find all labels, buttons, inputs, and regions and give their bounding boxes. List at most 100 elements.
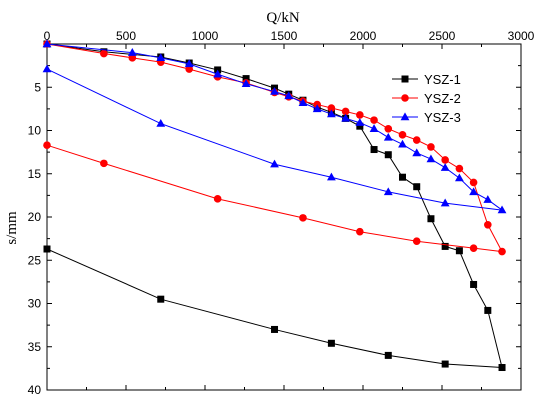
series-ysz-1-point bbox=[413, 183, 421, 191]
series-ysz-1-point bbox=[384, 151, 392, 159]
x-tick-label: 2000 bbox=[350, 29, 377, 43]
y-tick-label: 15 bbox=[28, 167, 42, 181]
series-ysz-3-point bbox=[298, 98, 308, 107]
series-ysz-3-point bbox=[341, 113, 351, 122]
series-ysz-3-point bbox=[398, 139, 407, 148]
series-ysz-2-point bbox=[100, 159, 108, 168]
series-ysz-1-point bbox=[43, 245, 51, 253]
series-ysz-2-point bbox=[469, 244, 478, 252]
series-ysz-2-point bbox=[341, 107, 350, 116]
series-ysz-3-point bbox=[270, 86, 279, 95]
series-ysz-2-point bbox=[498, 247, 506, 256]
series-ysz-1-point bbox=[470, 280, 478, 288]
series-ysz-3-point bbox=[483, 195, 493, 203]
x-axis-title: Q/kN bbox=[266, 10, 300, 26]
legend-item-ysz-3: YSZ-3 bbox=[392, 110, 461, 125]
series-ysz-3-point bbox=[412, 148, 422, 157]
series-ysz-2-point bbox=[484, 220, 492, 229]
y-tick-label: 5 bbox=[34, 80, 41, 94]
series-ysz-3-point bbox=[440, 198, 450, 207]
series-ysz-2-point bbox=[455, 164, 464, 173]
legend-label-ysz-2: YSZ-2 bbox=[424, 91, 461, 106]
series-ysz-2-point bbox=[213, 195, 222, 203]
series-ysz-2-point bbox=[398, 131, 407, 139]
series-ysz-2-point bbox=[441, 156, 449, 164]
series-ysz-3-point bbox=[355, 118, 365, 126]
series-ysz-2-point bbox=[384, 124, 393, 133]
y-axis-title: s/mm bbox=[4, 211, 20, 245]
series-ysz-2-point bbox=[412, 136, 421, 144]
x-tick-label: 1000 bbox=[192, 29, 219, 43]
series-ysz-3-point bbox=[312, 104, 322, 113]
series-ysz-3-point bbox=[156, 53, 166, 62]
series-ysz-3-point bbox=[42, 64, 52, 73]
legend-marker-ysz-3 bbox=[400, 112, 410, 121]
series-ysz-2-point bbox=[43, 141, 51, 150]
series-layer bbox=[42, 39, 507, 372]
x-axis-ticks: 0 500 1000 1500 2000 2500 3000 bbox=[44, 29, 535, 390]
legend-label-ysz-1: YSZ-1 bbox=[424, 72, 461, 87]
series-ysz-3-point bbox=[369, 124, 379, 132]
series-ysz-1-point bbox=[484, 306, 492, 314]
series-ysz-3-point bbox=[184, 59, 194, 68]
x-tick-label: 2500 bbox=[429, 29, 456, 43]
series-ysz-2-point bbox=[327, 104, 336, 112]
series-ysz-2-point bbox=[185, 65, 193, 73]
series-ysz-3-point bbox=[42, 39, 52, 48]
series-ysz-3-point bbox=[284, 91, 294, 100]
series-ysz-2 bbox=[43, 40, 506, 256]
legend-item-ysz-2: YSZ-2 bbox=[392, 91, 461, 106]
series-ysz-2-point bbox=[100, 49, 108, 58]
series-ysz-1-point bbox=[427, 215, 435, 223]
legend-marker-ysz-2 bbox=[401, 94, 409, 102]
legend-item-ysz-1: YSZ-1 bbox=[392, 72, 461, 87]
series-ysz-3-point bbox=[327, 172, 336, 181]
series-ysz-1-unloading-line bbox=[46, 248, 503, 369]
series-ysz-1-point bbox=[441, 242, 449, 250]
series-ysz-1-point bbox=[399, 173, 406, 181]
series-ysz-1-point bbox=[498, 364, 506, 372]
y-tick-label: 10 bbox=[28, 124, 42, 138]
series-ysz-3-point bbox=[213, 69, 223, 78]
series-ysz-2-point bbox=[370, 116, 378, 124]
series-ysz-2-point bbox=[356, 227, 364, 236]
series-ysz-3-loading-line bbox=[46, 43, 503, 211]
series-ysz-1-point bbox=[242, 75, 250, 83]
x-tick-label: 3000 bbox=[508, 29, 535, 43]
series-ysz-2-point bbox=[356, 111, 364, 119]
series-ysz-1-point bbox=[271, 325, 279, 333]
series-ysz-3-point bbox=[426, 154, 436, 163]
y-tick-label: 25 bbox=[28, 253, 42, 267]
series-ysz-3-point bbox=[440, 163, 450, 171]
series-ysz-3-point bbox=[270, 159, 279, 168]
y-tick-label: 40 bbox=[28, 383, 42, 397]
series-ysz-3-point bbox=[383, 187, 393, 196]
y-axis-ticks: 5 10 15 20 25 30 35 40 bbox=[28, 65, 521, 397]
legend-marker-ysz-1 bbox=[401, 75, 409, 83]
series-ysz-1-point bbox=[441, 360, 449, 368]
x-tick-label: 500 bbox=[116, 29, 136, 43]
series-ysz-3-point bbox=[241, 79, 251, 87]
series-ysz-1-point bbox=[384, 351, 392, 359]
series-ysz-2-point bbox=[469, 178, 478, 187]
series-ysz-3 bbox=[42, 39, 507, 214]
series-ysz-2-unloading-line bbox=[46, 144, 503, 253]
series-ysz-3-point bbox=[383, 132, 393, 141]
series-ysz-3-point bbox=[497, 205, 507, 214]
series-ysz-3-point bbox=[127, 48, 137, 56]
y-tick-label: 20 bbox=[28, 210, 42, 224]
series-ysz-3-point bbox=[327, 109, 336, 118]
series-ysz-2-point bbox=[128, 54, 137, 62]
y-tick-label: 30 bbox=[28, 297, 42, 311]
series-ysz-1-point bbox=[455, 247, 463, 255]
y-tick-label: 35 bbox=[28, 340, 42, 354]
series-ysz-1-point bbox=[356, 122, 364, 130]
series-ysz-3-point bbox=[454, 173, 464, 182]
series-ysz-3-point bbox=[156, 118, 166, 127]
x-tick-label: 1500 bbox=[271, 29, 298, 43]
series-ysz-2-point bbox=[427, 143, 435, 151]
series-ysz-2-point bbox=[299, 214, 307, 222]
series-ysz-3-point bbox=[469, 187, 478, 196]
series-ysz-2-point bbox=[412, 237, 421, 246]
